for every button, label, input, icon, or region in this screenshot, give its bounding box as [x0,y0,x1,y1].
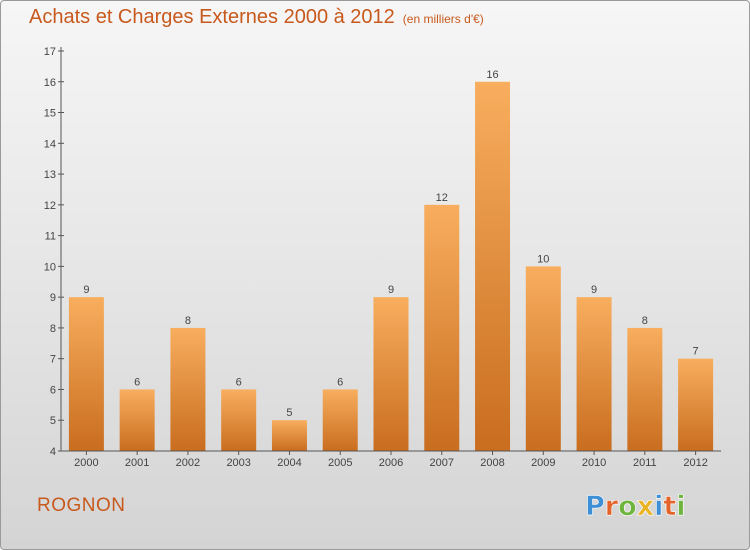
y-tick-label: 7 [50,354,56,366]
x-tick-label-2000: 2000 [74,457,98,469]
x-tick-label-2002: 2002 [176,457,200,469]
x-tick-label-2004: 2004 [277,457,301,469]
data-label-2009: 10 [537,253,549,265]
data-label-2001: 6 [134,376,140,388]
bar-2001 [119,389,155,451]
bar-2007 [424,204,460,451]
axes-layer: 4 5 6 7 8 9 10 11 12 13 14 15 16 17 2000 2001 2002 2003 20… [44,46,721,469]
proxiti-logo: Proxiti [583,487,693,523]
bar-2003 [221,389,257,451]
x-tick-label-2006: 2006 [379,457,403,469]
data-label-2005: 6 [337,376,343,388]
chart-title: Achats et Charges Externes 2000 à 2012 (e… [29,6,484,29]
data-label-2004: 5 [286,407,292,419]
bar-2012 [678,358,714,451]
x-tick-label-2008: 2008 [480,457,504,469]
bar-2004 [271,420,307,451]
x-tick-label-2007: 2007 [430,457,454,469]
y-tick-label: 17 [44,46,56,58]
bar-2000 [68,297,104,451]
proxiti-logo-text: Proxiti [585,491,686,522]
bar-2002 [170,327,206,451]
y-tick-label: 14 [44,138,56,150]
y-tick-label: 15 [44,108,56,120]
bar-2011 [627,327,663,451]
data-label-2002: 8 [185,315,191,327]
x-tick-label-2005: 2005 [328,457,352,469]
bar-2009 [525,266,561,451]
commune-name: ROGNON [37,495,126,516]
y-tick-label: 13 [44,169,56,181]
bars-layer: 9 6 8 6 5 6 9 12 16 10 9 8 7 [68,69,714,452]
y-tick-label: 9 [50,292,56,304]
x-tick-label-2001: 2001 [125,457,149,469]
y-tick-label: 5 [50,415,56,427]
data-label-2006: 9 [388,284,394,296]
y-tick-label: 4 [50,446,56,458]
y-tick-label: 16 [44,77,56,89]
data-label-2003: 6 [236,376,242,388]
data-label-2007: 12 [436,192,448,204]
proxiti-logo-mark: Proxiti [585,491,686,523]
x-tick-label-2009: 2009 [531,457,555,469]
y-tick-label: 10 [44,261,56,273]
x-tick-label-2011: 2011 [633,457,657,469]
data-label-2012: 7 [693,346,699,358]
chart-title-text: Achats et Charges Externes 2000 à 2012 [29,6,395,28]
x-tick-label-2012: 2012 [683,457,707,469]
data-label-2008: 16 [486,69,498,81]
y-tick-label: 11 [45,231,56,243]
chart-subtitle: (en milliers d'€) [402,12,484,26]
bar-2010 [576,297,612,451]
x-tick-label-2003: 2003 [226,457,250,469]
data-label-2010: 9 [591,284,597,296]
x-tick-label-2010: 2010 [582,457,606,469]
bar-2006 [373,297,409,451]
data-label-2000: 9 [83,284,89,296]
y-tick-label: 6 [50,384,56,396]
y-tick-label: 12 [44,200,56,212]
bar-2008 [475,81,511,452]
y-tick-label: 8 [50,323,56,335]
data-label-2011: 8 [642,315,648,327]
bar-2005 [322,389,358,451]
